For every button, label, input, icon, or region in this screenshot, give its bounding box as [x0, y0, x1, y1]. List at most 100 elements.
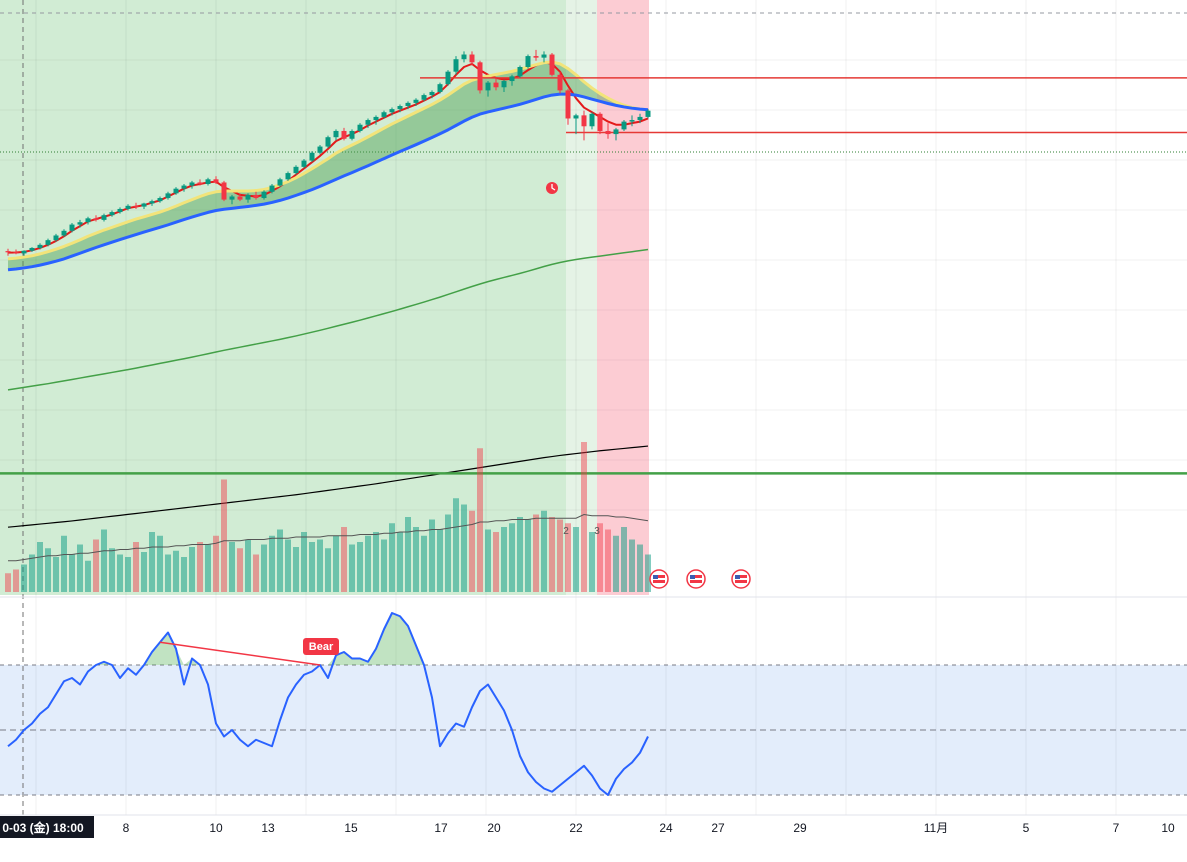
volume-bar — [45, 548, 51, 592]
candle-body — [477, 62, 483, 91]
volume-count-label: 3 — [594, 526, 600, 537]
grid-layer — [0, 0, 1187, 816]
volume-bar — [173, 550, 179, 592]
volume-bar — [133, 542, 139, 592]
candle-body — [349, 130, 355, 139]
time-axis-tick-label: 11月 — [924, 821, 948, 835]
candle-body — [149, 201, 155, 204]
volume-bar — [389, 523, 395, 592]
candle-body — [173, 188, 179, 194]
us-flag-canton — [735, 575, 740, 579]
candle-body — [485, 82, 491, 91]
overbought-fill — [328, 613, 424, 665]
candle-body — [205, 179, 211, 184]
time-axis-tick-label: 27 — [711, 821, 725, 835]
time-axis-tick-label: 8 — [123, 821, 130, 835]
bear-divergence-line — [159, 641, 321, 666]
candle-body — [565, 90, 571, 119]
candle-body — [453, 59, 459, 72]
volume-bar — [509, 523, 515, 592]
candle-body — [645, 110, 651, 117]
candle-body — [421, 95, 427, 100]
volume-bar — [165, 554, 171, 592]
candle-body — [493, 82, 499, 88]
time-axis-tick-label: 5 — [1023, 821, 1030, 835]
candle-body — [53, 235, 59, 241]
volume-bar — [37, 542, 43, 592]
volume-bar — [141, 552, 147, 592]
volume-bar — [253, 554, 259, 592]
candle-body — [157, 198, 163, 202]
candle-body — [13, 252, 19, 254]
candle-body — [93, 218, 99, 220]
candle-body — [237, 196, 243, 200]
volume-bar — [325, 548, 331, 592]
candle-body — [325, 137, 331, 147]
time-axis-tick-label: 24 — [659, 821, 673, 835]
candle-body — [469, 54, 475, 63]
volume-bar — [285, 539, 291, 592]
candle-body — [317, 146, 323, 153]
time-axis-tick-label: 10 — [209, 821, 223, 835]
candle-body — [637, 116, 643, 121]
volume-bar — [341, 527, 347, 592]
time-axis-tick-label: 22 — [569, 821, 583, 835]
candle-body — [229, 196, 235, 200]
candle-body — [5, 251, 11, 253]
volume-bar — [549, 517, 555, 592]
candle-body — [621, 121, 627, 130]
volume-bar — [485, 529, 491, 592]
candle-body — [101, 215, 107, 220]
oscillator-line — [7, 612, 649, 796]
candle-body — [509, 76, 515, 82]
candle-body — [45, 240, 51, 245]
candle-body — [197, 182, 203, 184]
ma-ribbon-line — [7, 60, 649, 261]
ma-medium-line — [7, 92, 649, 272]
candle-body — [589, 113, 595, 127]
candle-body — [213, 179, 219, 183]
time-axis[interactable]: 8 10 13 15 17 20 22 24 27 29 11月 5 7 10 0-03 (金) 18:00 — [0, 816, 1175, 838]
volume-bar — [29, 554, 35, 592]
candle-body — [597, 113, 603, 131]
volume-bar — [645, 554, 651, 592]
volume-bar — [205, 544, 211, 592]
volume-bar — [245, 539, 251, 592]
time-axis-tick-label: 10 — [1161, 821, 1175, 835]
volume-bar — [293, 547, 299, 592]
volume-bar — [589, 532, 595, 592]
volume-bar — [533, 514, 539, 592]
oscillator-pane[interactable]: Bear — [0, 612, 1187, 796]
price-pane[interactable] — [0, 49, 1187, 528]
volume-bar — [317, 539, 323, 592]
volume-bar — [357, 542, 363, 592]
candle-body — [517, 67, 523, 77]
candle-body — [109, 212, 115, 216]
volume-bar — [469, 510, 475, 592]
candle-body — [69, 224, 75, 231]
candle-body — [533, 56, 539, 58]
candle-body — [397, 106, 403, 110]
volume-bar — [261, 544, 267, 592]
crosshair-date-label: 0-03 (金) 18:00 — [2, 820, 84, 835]
candle-body — [245, 194, 251, 200]
candle-body — [189, 182, 195, 186]
candle-body — [165, 193, 171, 199]
candle-body — [333, 130, 339, 138]
candle-body — [581, 115, 587, 127]
candle-body — [285, 173, 291, 180]
candle-body — [573, 115, 579, 119]
volume-bar — [333, 535, 339, 592]
volume-bar — [93, 539, 99, 592]
candle-body — [541, 54, 547, 58]
candle-body — [357, 124, 363, 131]
candle-body — [37, 244, 43, 248]
volume-bar — [221, 479, 227, 592]
volume-count-label: 2 — [563, 526, 569, 537]
time-axis-tick-label: 13 — [261, 821, 275, 835]
volume-bar — [197, 542, 203, 592]
candle-body — [445, 71, 451, 85]
volume-bar — [637, 544, 643, 592]
